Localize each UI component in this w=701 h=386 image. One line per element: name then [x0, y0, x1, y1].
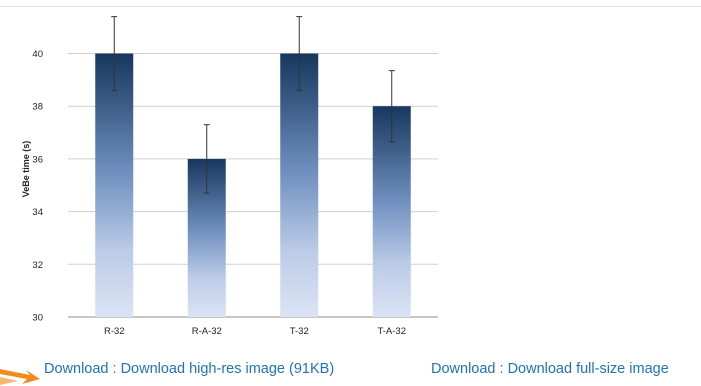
y-axis-title: VeBe time (s)	[21, 141, 31, 198]
error-bars	[111, 16, 395, 194]
y-tick-label: 34	[32, 207, 43, 218]
orange-arrow-icon	[0, 369, 40, 385]
download-fullsize-link[interactable]: Download : Download full-size image	[431, 361, 669, 377]
y-tick-label: 30	[32, 313, 43, 324]
x-tick-label: R-A-32	[192, 326, 222, 337]
bar-t-32	[280, 53, 319, 318]
top-divider	[0, 6, 701, 7]
download-highres-link[interactable]: Download : Download high-res image (91KB…	[44, 361, 335, 377]
y-tick-label: 38	[32, 102, 43, 113]
x-tick-label: T-A-32	[377, 326, 406, 337]
bars	[95, 53, 411, 318]
y-axis-ticks: 30 32 34 36 38 40	[32, 49, 43, 323]
y-tick-label: 40	[32, 49, 43, 60]
y-tick-label: 32	[32, 260, 43, 271]
bar-chart: 30 32 34 36 38 40 R-32 R-A-32 T-32 T-A-32 VeBe t…	[21, 16, 438, 337]
bar-r-32	[95, 53, 134, 318]
x-tick-label: R-32	[104, 326, 125, 337]
x-tick-label: T-32	[290, 326, 309, 337]
x-axis-ticks: R-32 R-A-32 T-32 T-A-32	[104, 326, 406, 337]
y-tick-label: 36	[32, 154, 43, 165]
